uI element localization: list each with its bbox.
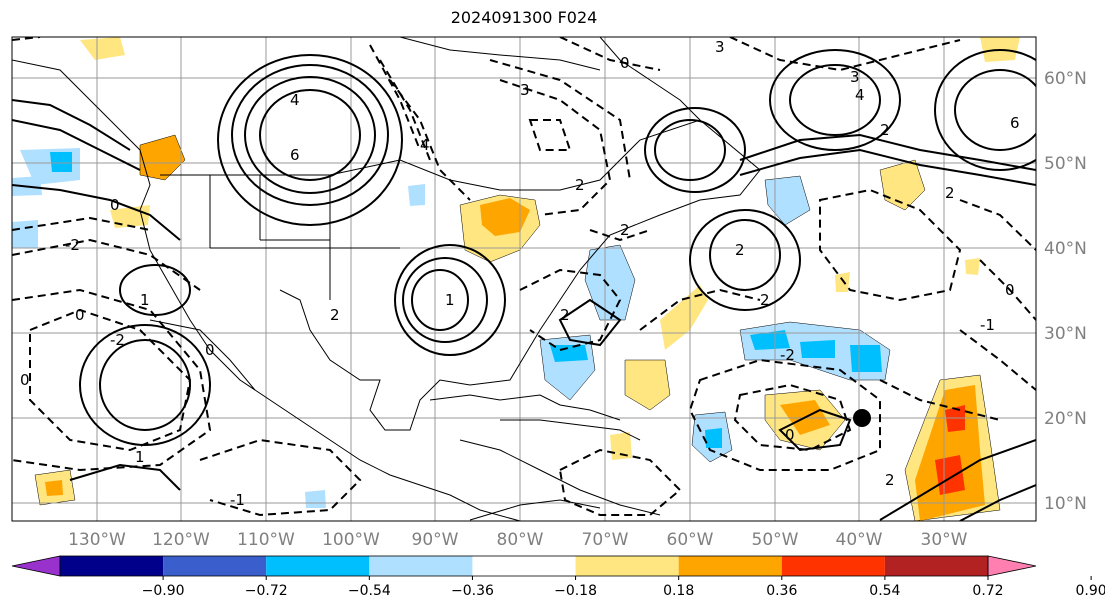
contour-label: 2: [945, 184, 955, 202]
colorbar-segment: [472, 556, 576, 576]
colorbar-segment: [575, 556, 679, 576]
lon-label: 120°W: [152, 530, 210, 550]
contour-label: 2: [330, 306, 340, 324]
contour-label: 6: [1010, 114, 1020, 132]
colorbar-segment: [266, 556, 370, 576]
colorbar-segment: [781, 556, 885, 576]
graticule: [12, 37, 1036, 521]
contour-label: 0: [620, 54, 630, 72]
storm-marker: [853, 409, 871, 427]
colorbar-tick-label: 0.18: [663, 583, 694, 599]
colorbar-tick-label: 0.36: [766, 583, 797, 599]
contour-label: 2: [620, 221, 630, 239]
colorbar-segment: [678, 556, 782, 576]
contour-label: -1: [980, 316, 995, 334]
contour-label: -2: [65, 236, 80, 254]
colorbar-tick-label: 0.90: [1076, 583, 1105, 599]
lon-label: 50°W: [752, 530, 799, 550]
lon-label: 130°W: [68, 530, 126, 550]
contour-label: 2: [735, 241, 745, 259]
lat-label: 40°N: [1044, 239, 1087, 259]
colorbar-tick-label: −0.54: [348, 583, 391, 599]
contour-label: 0: [1005, 281, 1015, 299]
lat-label: 50°N: [1044, 154, 1087, 174]
colorbar-tick-label: −0.90: [142, 583, 185, 599]
lon-label: 80°W: [497, 530, 544, 550]
colorbar-segment: [884, 556, 988, 576]
lon-label: 90°W: [412, 530, 459, 550]
lon-label: 60°W: [667, 530, 714, 550]
colorbar: −0.90 −0.72 −0.54 −0.36 −0.18 0.18 0.36 0.54 0.7…: [11, 555, 1105, 599]
contour-label: 2: [575, 176, 585, 194]
map-background: [12, 37, 1036, 521]
lat-label: 20°N: [1044, 409, 1087, 429]
contour-label: 4: [855, 86, 865, 104]
contour-label: 4: [290, 91, 300, 109]
colorbar-outline: [59, 555, 989, 577]
colorbar-tick-label: −0.72: [245, 583, 288, 599]
latitude-labels: 60°N 50°N 40°N 30°N 20°N 10°N: [1044, 69, 1087, 514]
lat-label: 30°N: [1044, 324, 1087, 344]
contour-label: 0: [20, 371, 30, 389]
colorbar-segment: [60, 556, 164, 576]
lat-label: 60°N: [1044, 69, 1087, 89]
contour-label: 0: [785, 426, 795, 444]
contour-label: 2: [885, 471, 895, 489]
contour-label: 0: [110, 196, 120, 214]
contour-labels: 4 6 3 3 2 3 4 6 0 -2 1 0 -2 0 1 -1 1 2 2…: [20, 38, 1020, 509]
map-frame: [11, 36, 1037, 522]
colorbar-tick-label: 0.72: [972, 583, 1003, 599]
shaded-fields: [12, 37, 1020, 521]
lon-label: 30°W: [921, 530, 968, 550]
contour-label: 2: [880, 121, 890, 139]
contour-label: -1: [230, 491, 245, 509]
contour-label: 1: [140, 291, 150, 309]
contour-label: -2: [110, 331, 125, 349]
contour-label: 2: [760, 291, 770, 309]
lon-label: 70°W: [582, 530, 629, 550]
colorbar-extend-low: [11, 555, 61, 577]
contour-label: 3: [715, 38, 725, 56]
lon-label: 110°W: [237, 530, 295, 550]
contour-label: 0: [205, 341, 215, 359]
colorbar-tick-label: −0.18: [554, 583, 597, 599]
lat-label: 10°N: [1044, 494, 1087, 514]
contour-label: 6: [290, 146, 300, 164]
contour-label: 4: [420, 136, 430, 154]
longitude-labels: 130°W 120°W 110°W 100°W 90°W 80°W 70°W 6…: [68, 530, 968, 550]
colorbar-extend-high: [987, 555, 1037, 577]
contour-label: 1: [445, 291, 455, 309]
plot-title: 2024091300 F024: [450, 8, 598, 27]
contour-label: 1: [135, 448, 145, 466]
coastlines: [12, 37, 761, 521]
colorbar-tick-label: 0.54: [869, 583, 900, 599]
colorbar-segment: [163, 556, 267, 576]
contour-label: 3: [850, 68, 860, 86]
dashed-contours: [12, 37, 1036, 517]
lon-label: 100°W: [322, 530, 380, 550]
colorbar-tick-label: −0.36: [451, 583, 494, 599]
lon-label: 40°W: [836, 530, 883, 550]
contour-label: -2: [780, 346, 795, 364]
contour-label: 0: [75, 306, 85, 324]
contour-label: 2: [560, 306, 570, 324]
colorbar-segment: [369, 556, 473, 576]
contour-label: 3: [520, 81, 530, 99]
